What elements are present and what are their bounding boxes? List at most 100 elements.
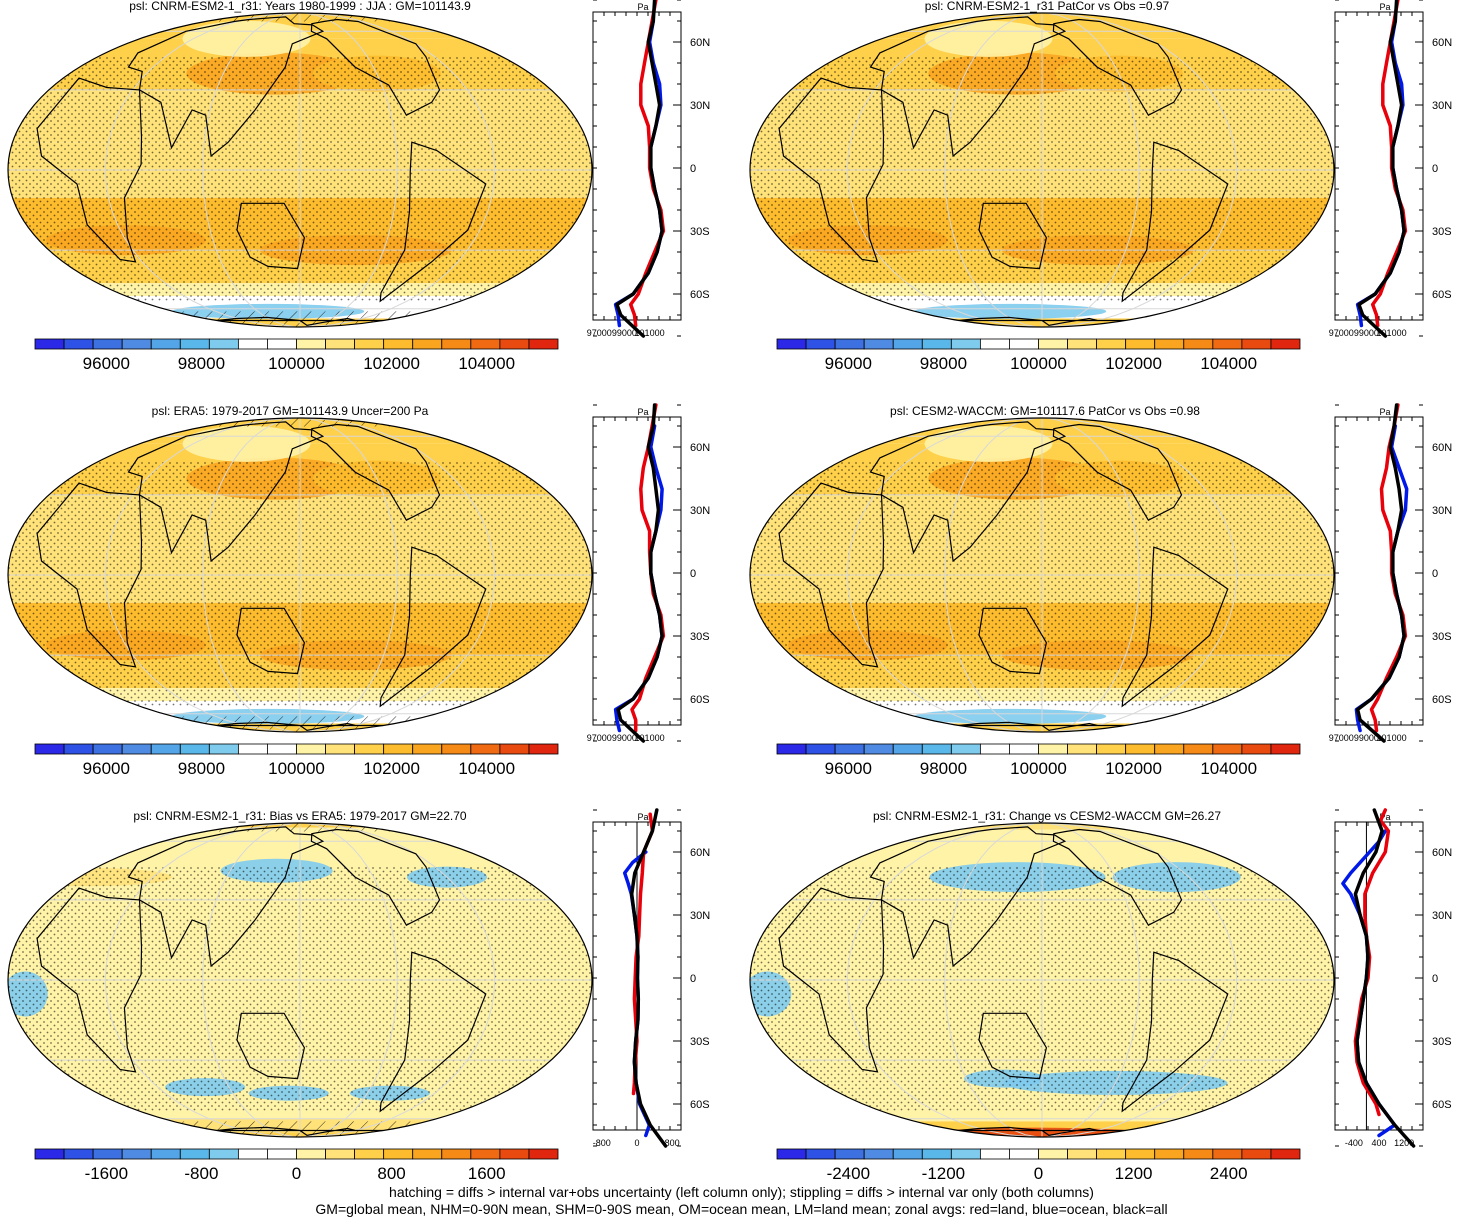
- continent-asia-outline: [869, 826, 1067, 968]
- colorbar-segment: [863, 338, 894, 350]
- colorbar-segment: [1212, 338, 1243, 350]
- zonal-x-tick-label: 97000: [587, 328, 612, 338]
- colorbar-segment: [267, 338, 297, 350]
- zonal-x-tick-label: -400: [1345, 1138, 1363, 1148]
- colorbar-label: 96000: [83, 759, 130, 778]
- colorbar-label: 104000: [1200, 759, 1257, 778]
- colorbar: -1600 -800 0 800 1600: [34, 1148, 559, 1183]
- zonal-mean-plot: Pa 60N 30N 0 30S 60S -800 0 800: [592, 808, 710, 1148]
- colorbar-segment: [208, 743, 239, 755]
- graticule-longitude: [299, 418, 496, 732]
- continent-antarctica-outline: [958, 721, 1126, 732]
- colorbar-segment: [92, 1148, 123, 1160]
- continent-africa-outline: [778, 77, 885, 263]
- colorbar-segment: [1125, 1148, 1156, 1160]
- colorbar: 96000 98000 100000 102000 104000: [34, 338, 559, 373]
- continent-africa-outline: [778, 887, 885, 1073]
- colorbar-segment: [892, 743, 923, 755]
- zonal-lat-tick-label: 60N: [1432, 847, 1452, 859]
- zonal-lat-tick-label: 30S: [690, 226, 710, 238]
- zonal-lat-tick-label: 0: [690, 568, 696, 580]
- continent-north-america-outline: [1052, 828, 1183, 926]
- colorbar-label: 104000: [1200, 354, 1257, 373]
- colorbar-segment: [1154, 338, 1185, 350]
- colorbar-segment: [834, 1148, 865, 1160]
- colorbar-segment: [528, 743, 559, 755]
- colorbar-segment: [1038, 1148, 1068, 1160]
- colorbar-segment: [441, 1148, 472, 1160]
- zonal-unit-label: Pa: [1379, 2, 1390, 12]
- map-border: [7, 12, 593, 328]
- colorbar-segment: [63, 1148, 94, 1160]
- colorbar-segment: [1125, 743, 1156, 755]
- colorbar-segment: [470, 1148, 501, 1160]
- continent-australia-outline: [236, 607, 306, 675]
- colorbar-segment: [179, 743, 210, 755]
- zonal-frame: [592, 416, 682, 726]
- graticule-longitude: [1041, 13, 1140, 327]
- footer-line-1: hatching = diffs > internal var+obs unce…: [389, 1184, 1094, 1200]
- zonal-x-tick-label: 101000: [635, 733, 665, 743]
- colorbar-segment: [1096, 1148, 1127, 1160]
- colorbar-segment: [1241, 743, 1272, 755]
- colorbar-label: 0: [1034, 1164, 1043, 1183]
- colorbar-label: 100000: [1010, 759, 1067, 778]
- colorbar-segment: [863, 743, 894, 755]
- graticule-longitude: [1041, 13, 1238, 327]
- colorbar-segment: [121, 338, 152, 350]
- colorbar-segment: [528, 338, 559, 350]
- colorbar-label: -1600: [85, 1164, 128, 1183]
- colorbar-segment: [950, 743, 981, 755]
- colorbar-segment: [1067, 743, 1098, 755]
- graticule-longitude: [299, 823, 398, 1137]
- colorbar-label: 1600: [468, 1164, 506, 1183]
- continent-australia-outline: [978, 607, 1048, 675]
- colorbar-segment: [1038, 743, 1068, 755]
- graticule-longitude: [299, 13, 398, 327]
- continent-antarctica-outline: [216, 1126, 384, 1137]
- panel-6: psl: CNRM-ESM2-1_r31: Change vs CESM2-WA…: [742, 808, 1483, 1215]
- colorbar-segment: [34, 338, 65, 350]
- map-field: [750, 418, 1334, 732]
- colorbar-label: 104000: [458, 354, 515, 373]
- graticule-longitude: [846, 823, 1043, 1137]
- colorbar-segment: [441, 743, 472, 755]
- colorbar-segment: [776, 743, 807, 755]
- colorbar-segment: [237, 338, 268, 350]
- colorbar-segment: [776, 1148, 807, 1160]
- zonal-x-tick-label: 97000: [1329, 733, 1354, 743]
- colorbar-segment: [1241, 1148, 1272, 1160]
- continent-africa-outline: [36, 482, 143, 668]
- continent-africa-outline: [36, 887, 143, 1073]
- zonal-lat-tick-label: 0: [1432, 163, 1438, 175]
- colorbar-label: 96000: [825, 759, 872, 778]
- map-field: [8, 823, 592, 1137]
- continent-south-america-outline: [379, 141, 487, 303]
- continent-asia-outline: [127, 16, 325, 158]
- continent-australia-outline: [978, 1012, 1048, 1080]
- colorbar-segment: [150, 743, 181, 755]
- zonal-lat-tick-label: 60N: [690, 847, 710, 859]
- map-title: psl: ERA5: 1979-2017 GM=101143.9 Uncer=2…: [152, 404, 429, 418]
- panel-2: psl: CNRM-ESM2-1_r31 PatCor vs Obs =0.97…: [742, 0, 1483, 405]
- colorbar-segment: [412, 1148, 443, 1160]
- zonal-x-tick-label: -800: [593, 1138, 611, 1148]
- map-border: [7, 417, 593, 733]
- colorbar-segment: [499, 743, 530, 755]
- colorbar-segment: [1241, 338, 1272, 350]
- continent-africa-outline: [36, 77, 143, 263]
- colorbar-segment: [208, 1148, 239, 1160]
- zonal-series-all: [1357, 0, 1406, 338]
- colorbar-segment: [296, 743, 326, 755]
- graticule-longitude: [1041, 823, 1238, 1137]
- colorbar-segment: [383, 743, 414, 755]
- zonal-lat-tick-label: 60N: [690, 442, 710, 454]
- zonal-series-ocean: [613, 19, 664, 328]
- zonal-lat-tick-label: 60S: [690, 694, 710, 706]
- colorbar-segment: [1009, 1148, 1039, 1160]
- colorbar-segment: [267, 1148, 297, 1160]
- colorbar-segment: [1183, 743, 1214, 755]
- continent-north-america-outline: [310, 828, 441, 926]
- colorbar-label: 96000: [825, 354, 872, 373]
